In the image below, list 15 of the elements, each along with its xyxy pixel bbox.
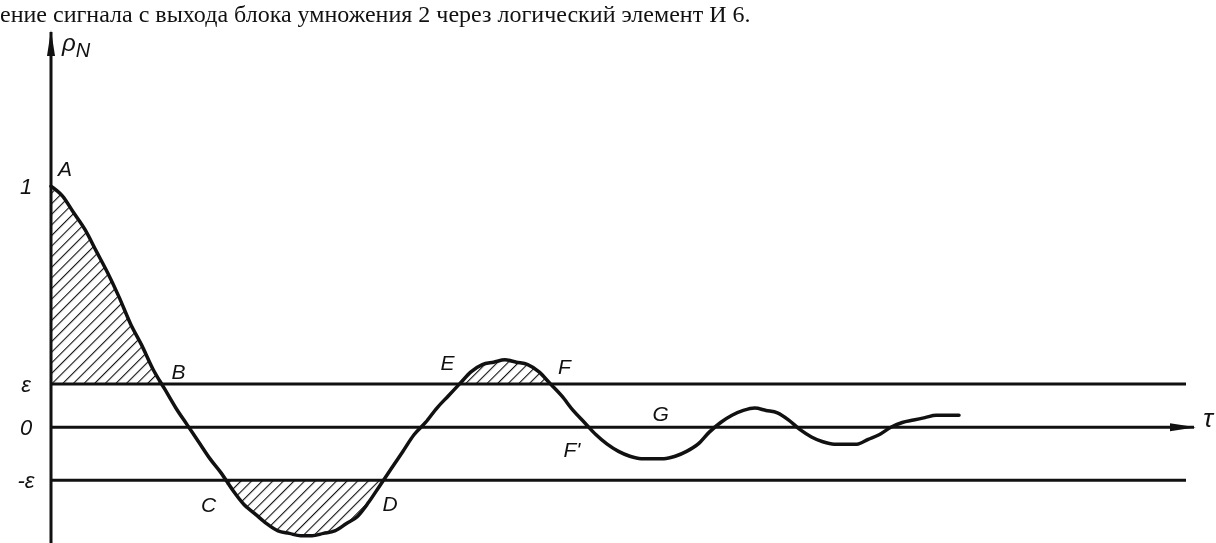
data-label: B: [171, 359, 186, 383]
x-axis-title: τ: [1203, 403, 1216, 434]
data-label: G: [652, 401, 669, 425]
data-label: F': [563, 437, 582, 461]
data-label: D: [382, 491, 398, 515]
data-label: F: [557, 354, 572, 378]
data-label: E: [440, 350, 456, 374]
y-tick-label: 0: [19, 414, 33, 440]
data-label: A: [55, 156, 73, 180]
ref-line-label: ε: [21, 371, 32, 397]
y-tick-label: 1: [19, 173, 33, 199]
y-axis-title: ρ$_{N}$: [62, 29, 91, 63]
ref-line-label: -ε: [17, 467, 35, 493]
text: ение сигнала с выхода блока умножения 2 через логический элемент И 6.: [0, 0, 751, 28]
data-label: C: [201, 492, 218, 516]
